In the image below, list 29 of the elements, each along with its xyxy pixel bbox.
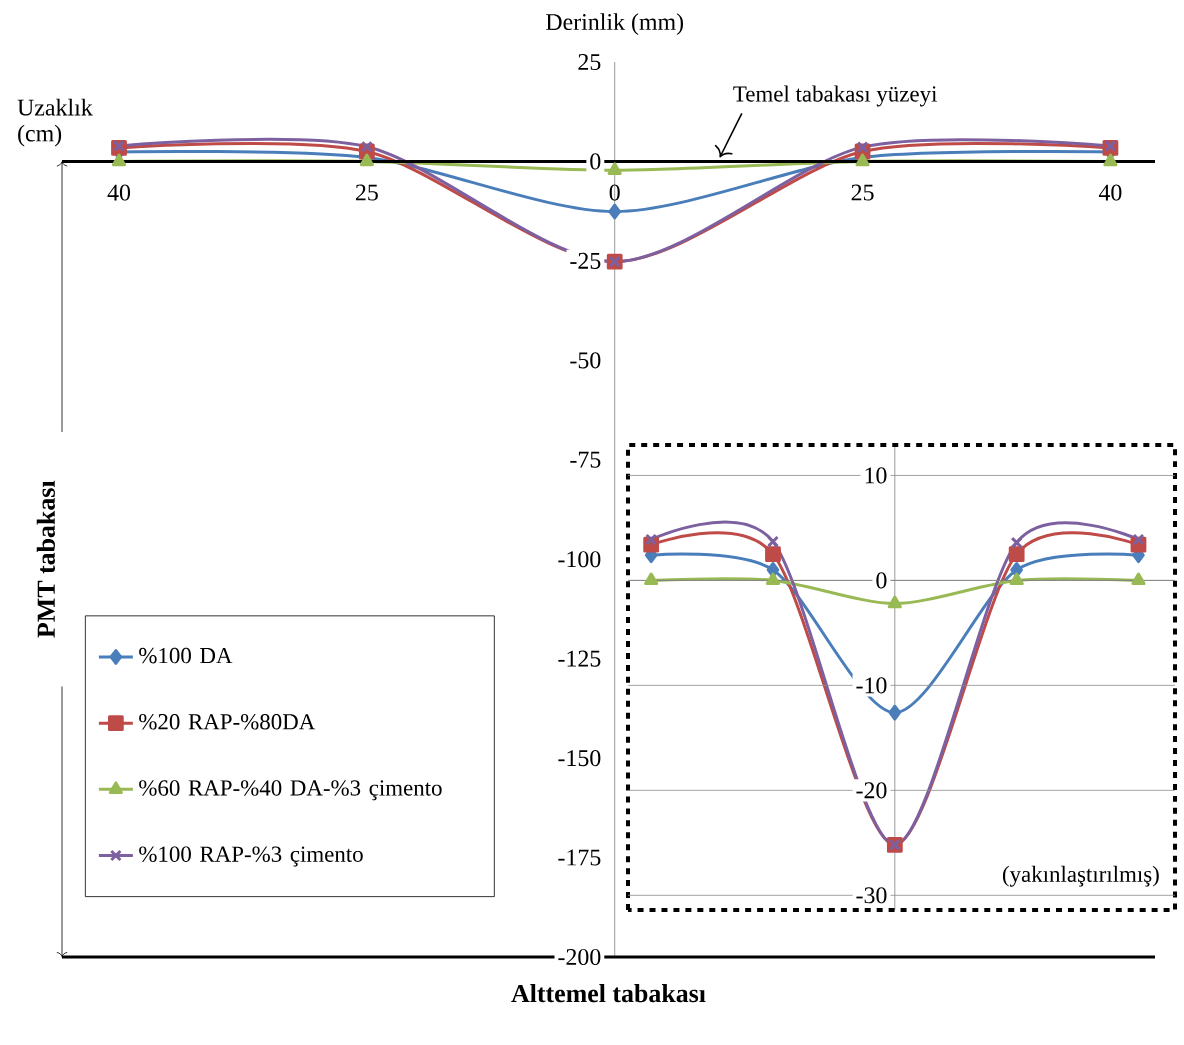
y-tick-label: -30 <box>856 887 887 904</box>
y-tick-label: 0 <box>590 153 601 170</box>
annotation: Temel tabakası yüzeyi <box>733 85 937 107</box>
legend-label: %60 RAP-%40 DA-%3 çimento <box>139 780 442 801</box>
x-axis-title: Uzaklık (cm) <box>17 98 93 147</box>
y-tick-label: -50 <box>570 352 601 369</box>
y-tick-label: -200 <box>558 948 601 966</box>
annotation: (yakınlaştırılmış) <box>1002 865 1159 887</box>
x-tick-label: 0 <box>609 184 620 201</box>
legend-label: %100 DA <box>139 647 233 664</box>
y-tick-label: 25 <box>578 53 601 71</box>
y-tick-label: -100 <box>558 551 601 568</box>
x-tick-label: 40 <box>107 184 131 201</box>
ref-line-label: Alttemel tabakası <box>511 984 706 1003</box>
y-tick-label: -175 <box>558 849 601 866</box>
y-tick-label: 0 <box>876 572 887 589</box>
x-tick-label: 40 <box>1098 184 1122 201</box>
y-axis-title: Derinlik (mm) <box>546 13 684 35</box>
y-tick-label: 10 <box>865 467 887 484</box>
legend-label: %20 RAP-%80DA <box>139 714 316 730</box>
y-tick-label: -20 <box>856 782 887 799</box>
y-tick-label: -25 <box>570 252 601 269</box>
y-tick-label: -150 <box>558 750 601 767</box>
y-tick-label: -125 <box>558 650 601 667</box>
x-tick-label: 25 <box>355 184 378 201</box>
y-tick-label: -10 <box>856 677 887 694</box>
text: PMT tabakası <box>36 480 55 638</box>
legend-label: %100 RAP-%3 çimento <box>139 846 363 867</box>
y-tick-label: -75 <box>570 451 601 468</box>
